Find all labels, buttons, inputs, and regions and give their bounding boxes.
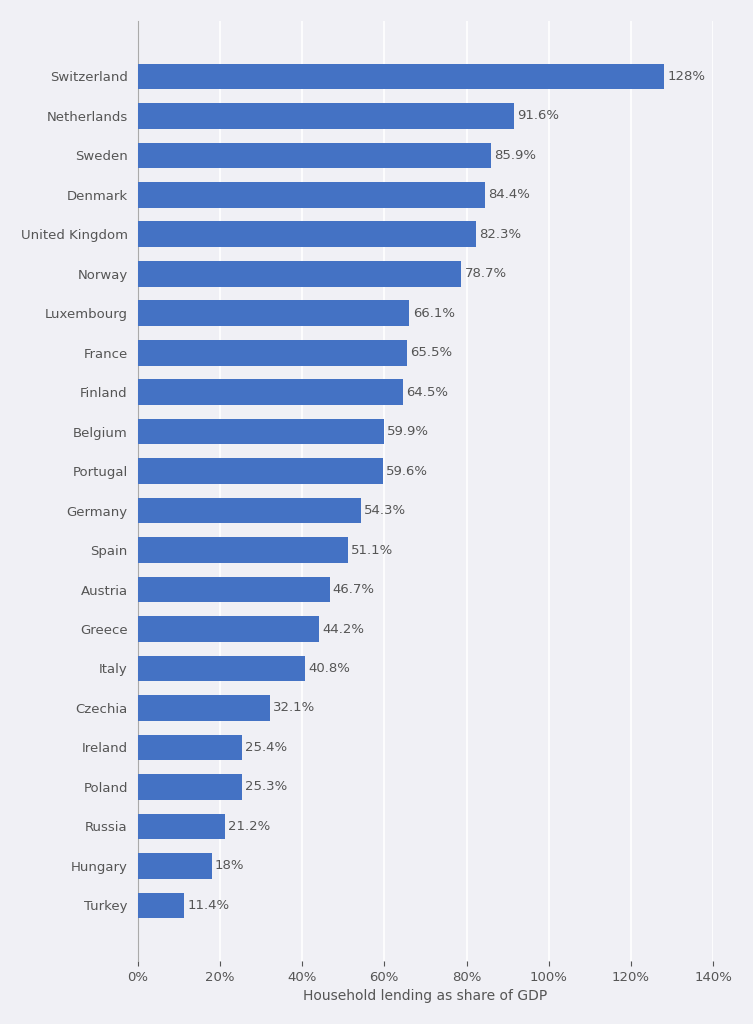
Bar [138,182,485,208]
Bar [138,498,361,523]
X-axis label: Household lending as share of GDP: Household lending as share of GDP [303,989,547,1004]
Text: 21.2%: 21.2% [228,820,270,833]
Bar [138,538,348,563]
Bar [138,734,242,760]
Bar [138,774,242,800]
Text: 85.9%: 85.9% [494,148,536,162]
Bar [138,695,270,721]
Bar [138,813,224,840]
Text: 54.3%: 54.3% [364,504,407,517]
Text: 51.1%: 51.1% [351,544,393,557]
Text: 64.5%: 64.5% [406,386,448,398]
Bar [138,103,514,129]
Bar [138,893,184,919]
Text: 78.7%: 78.7% [465,267,507,281]
Bar [138,379,403,406]
Bar [138,221,476,247]
Text: 25.4%: 25.4% [245,741,288,754]
Text: 59.9%: 59.9% [387,425,429,438]
Bar [138,577,330,602]
Text: 59.6%: 59.6% [386,465,428,477]
Text: 18%: 18% [215,859,245,872]
Bar [138,142,491,168]
Bar [138,853,212,879]
Text: 65.5%: 65.5% [410,346,453,359]
Text: 40.8%: 40.8% [309,662,350,675]
Text: 44.2%: 44.2% [322,623,364,636]
Text: 84.4%: 84.4% [488,188,530,202]
Text: 91.6%: 91.6% [517,110,559,122]
Text: 46.7%: 46.7% [333,583,375,596]
Text: 66.1%: 66.1% [413,307,455,319]
Text: 11.4%: 11.4% [187,899,230,911]
Bar [138,300,410,326]
Bar [138,459,383,484]
Text: 128%: 128% [667,70,705,83]
Bar [138,655,305,681]
Bar [138,616,319,642]
Text: 32.1%: 32.1% [273,701,315,715]
Bar [138,261,461,287]
Text: 82.3%: 82.3% [479,227,521,241]
Text: 25.3%: 25.3% [245,780,287,794]
Bar [138,340,407,366]
Bar [138,63,664,89]
Bar [138,419,384,444]
